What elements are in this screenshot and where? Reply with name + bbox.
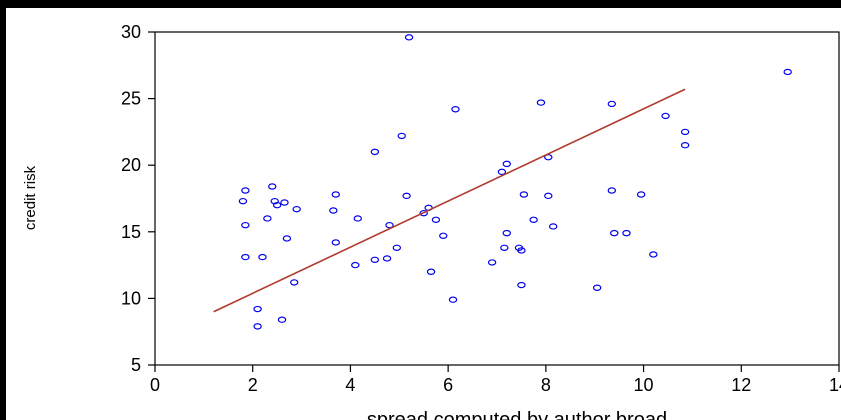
- data-point: [351, 261, 360, 269]
- data-point: [292, 205, 301, 213]
- data-point: [272, 201, 282, 209]
- fit-line-group: [213, 88, 686, 313]
- data-point: [500, 244, 509, 251]
- x-tick-label: 12: [731, 375, 751, 395]
- y-tick-label: 20: [121, 155, 141, 175]
- x-tick-label: 10: [634, 375, 654, 395]
- data-point: [439, 232, 448, 239]
- fit-line: [213, 88, 686, 313]
- data-point: [385, 221, 394, 229]
- y-tick-label: 10: [121, 288, 141, 308]
- data-point: [502, 229, 511, 237]
- tick-labels: 0 2 4 6 8 10 12 14 5 10 15 20 25 30: [121, 22, 841, 395]
- data-point: [277, 316, 287, 323]
- data-point: [607, 100, 617, 108]
- data-point: [544, 192, 553, 200]
- data-point: [592, 284, 602, 291]
- data-point: [451, 106, 460, 113]
- data-point: [448, 296, 458, 303]
- data-point: [241, 221, 250, 229]
- data-point: [397, 132, 406, 140]
- data-point: [241, 187, 250, 194]
- data-point: [426, 268, 436, 275]
- data-point: [402, 192, 411, 200]
- data-point: [370, 256, 380, 263]
- data-point: [661, 112, 670, 120]
- data-point: [241, 253, 250, 261]
- y-tick-label: 25: [121, 89, 141, 109]
- data-point: [431, 216, 441, 224]
- data-point: [649, 251, 658, 258]
- x-tick-label: 8: [541, 375, 551, 395]
- tick-marks: [148, 31, 840, 372]
- scatter-chart: 0 2 4 6 8 10 12 14 5 10 15 20 25 30 spread computed b…: [22, 22, 841, 420]
- y-tick-label: 30: [121, 22, 141, 42]
- data-point: [331, 191, 340, 198]
- data-point: [497, 168, 507, 176]
- x-tick-label: 4: [345, 375, 355, 395]
- data-point: [636, 191, 646, 198]
- data-point: [610, 229, 619, 237]
- data-points: [238, 34, 792, 330]
- x-tick-label: 6: [443, 375, 453, 395]
- data-point: [502, 160, 511, 168]
- data-point: [548, 223, 558, 230]
- plot-border: [154, 31, 840, 366]
- data-point: [487, 259, 497, 266]
- data-point: [680, 142, 690, 149]
- data-point: [680, 128, 690, 136]
- data-point: [517, 281, 526, 289]
- data-point: [607, 187, 617, 194]
- y-axis-title-group: credit risk: [22, 165, 39, 230]
- data-point: [290, 279, 299, 286]
- axes: [154, 31, 840, 366]
- data-point: [382, 255, 392, 262]
- data-point: [331, 239, 340, 246]
- x-axis-title: spread computed by author broad: [367, 409, 667, 420]
- data-point: [353, 215, 362, 222]
- data-point: [419, 209, 428, 217]
- data-point: [404, 34, 414, 41]
- y-axis-title: credit risk: [22, 165, 39, 230]
- data-point: [517, 247, 526, 254]
- y-tick-label: 15: [121, 222, 141, 242]
- data-point: [392, 244, 402, 251]
- data-point: [238, 197, 248, 205]
- data-point: [268, 183, 277, 190]
- data-point: [519, 191, 529, 198]
- data-point: [282, 235, 292, 242]
- x-tick-label: 14: [829, 375, 841, 395]
- data-point: [263, 215, 272, 222]
- data-point: [529, 216, 538, 224]
- x-tick-label: 2: [248, 375, 258, 395]
- x-tick-label: 0: [150, 375, 160, 395]
- data-point: [783, 68, 792, 76]
- data-point: [536, 99, 546, 106]
- data-point: [622, 229, 631, 237]
- data-point: [258, 253, 267, 261]
- data-point: [253, 305, 262, 313]
- data-point: [253, 323, 262, 330]
- data-point: [329, 207, 338, 214]
- y-tick-label: 5: [131, 355, 141, 375]
- data-point: [370, 148, 380, 156]
- data-point: [280, 199, 289, 206]
